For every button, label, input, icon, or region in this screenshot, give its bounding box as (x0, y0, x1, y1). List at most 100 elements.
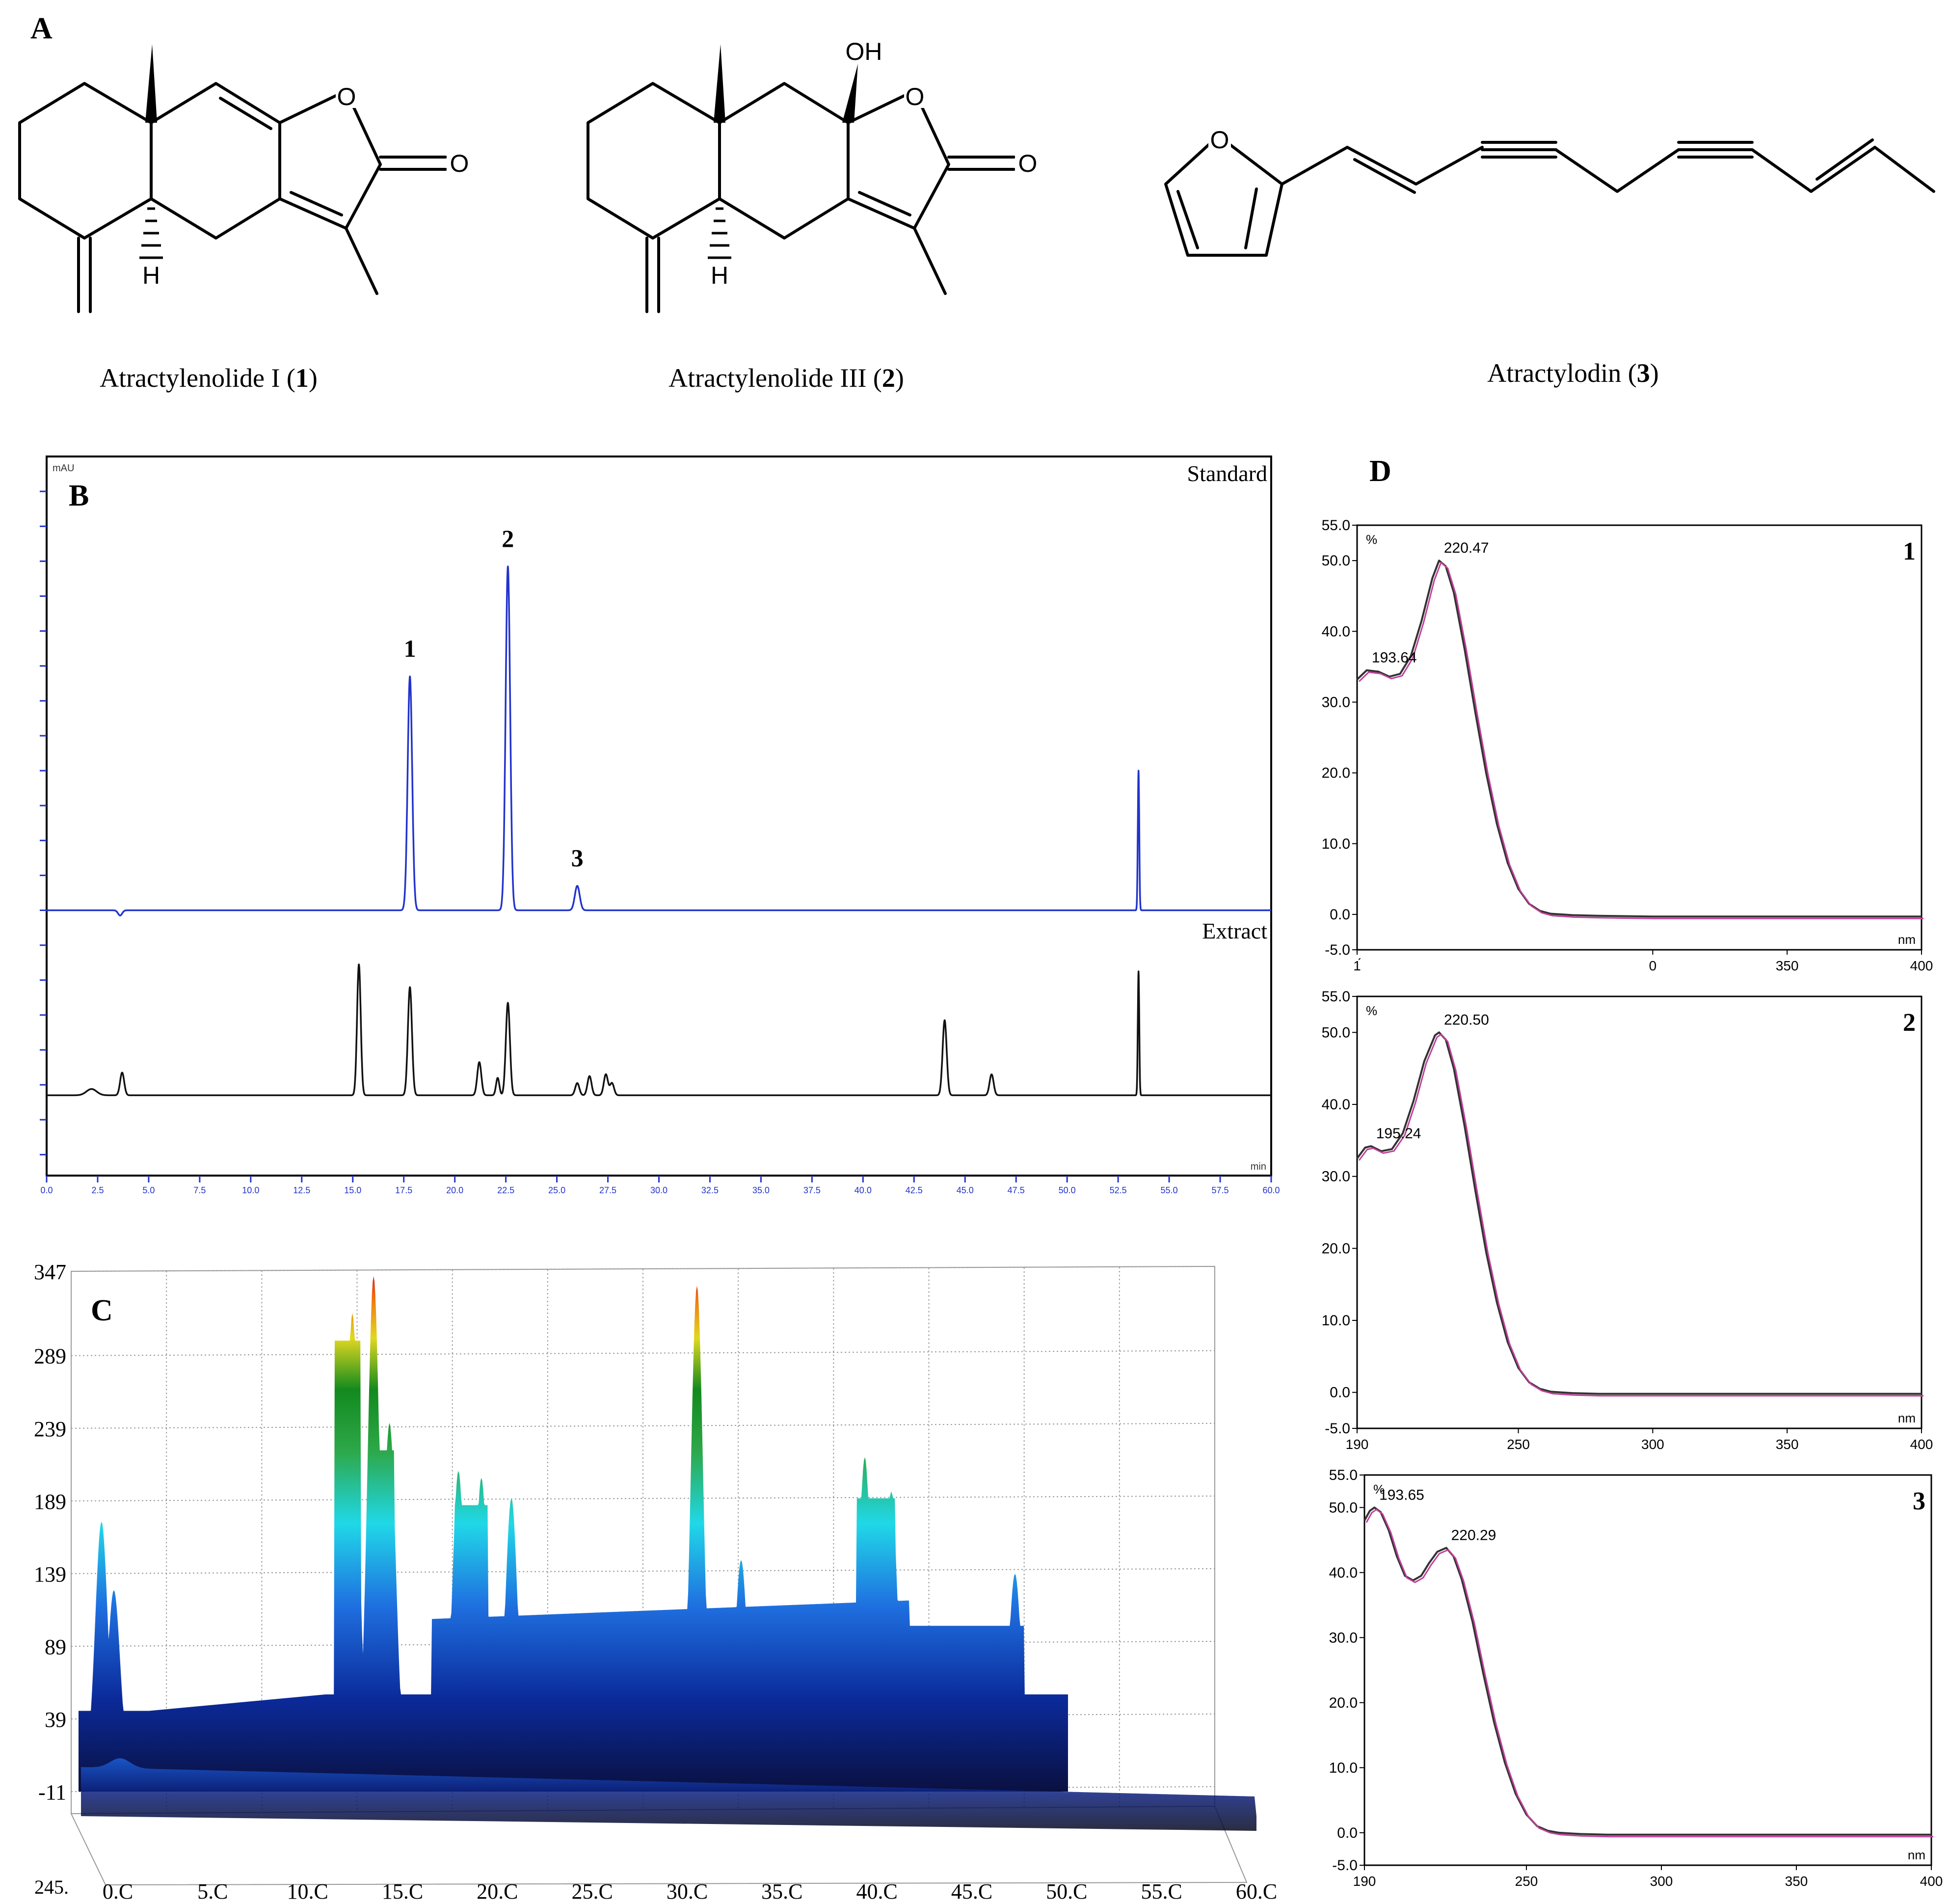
x-tick-label-b: 35.0 (752, 1185, 770, 1195)
spectrum-line-a-d2 (1356, 1031, 1922, 1395)
x-tick-label-b: 20.0 (446, 1185, 463, 1195)
panel-label-d: D (1369, 455, 1391, 488)
spectrum-id-d1: 1 (1903, 537, 1916, 565)
x-tick-label-b: 17.5 (395, 1185, 412, 1195)
x-tick-label-c: 40.C (856, 1879, 897, 1904)
caption-compound-3: Atractylodin (3) (1487, 358, 1658, 388)
x-tick-label-b: 45.0 (957, 1185, 974, 1195)
spectrum-line-a-d1 (1356, 560, 1922, 918)
y-tick-label-d2: 55.0 (1322, 989, 1350, 1005)
y-unit-d1: % (1366, 532, 1377, 547)
y-tick-label-d3: 55.0 (1329, 1467, 1358, 1483)
spectrum-id-d2: 2 (1903, 1009, 1916, 1037)
y-tick-label-c: 139 (34, 1562, 66, 1586)
x-tick-label-c: 20.C (477, 1879, 518, 1904)
atom-o-ring-1: O (337, 83, 356, 110)
x-tick-label-d3: 190 (1353, 1874, 1376, 1889)
x-tick-label-c: 35.C (761, 1879, 802, 1904)
y-tick-label-d3: 10.0 (1329, 1760, 1358, 1776)
x-tick-label-c: 30.C (667, 1879, 708, 1904)
x-tick-label-c: 5.C (197, 1879, 228, 1904)
spectrum-line-a-d3 (1363, 1506, 1931, 1836)
y-tick-label-d3: 50.0 (1329, 1500, 1358, 1516)
x-tick-label-b: 27.5 (599, 1185, 616, 1195)
x-tick-label-b: 7.5 (193, 1185, 206, 1195)
structure-atractylenolide-i (18, 82, 447, 313)
series-line-extract (46, 963, 1272, 1097)
x-tick-label-d3: 400 (1920, 1874, 1943, 1889)
series-label-extract: Extract (1202, 918, 1267, 943)
y-tick-label-d2: 50.0 (1322, 1024, 1350, 1041)
x-tick-label-b: 22.5 (497, 1185, 514, 1195)
x-tick-label-d1: 1́ (1353, 958, 1361, 973)
x-unit-d3: nm (1908, 1848, 1925, 1862)
atom-o-furan-3: O (1210, 126, 1229, 154)
y-tick-label-c: 239 (34, 1417, 66, 1441)
structure-atractylodin (1164, 138, 1935, 257)
plot-frame-b (46, 456, 1272, 1177)
y-tick-label-d1: 10.0 (1322, 836, 1350, 852)
y-tick-label-c: -11 (38, 1780, 66, 1804)
y-tick-label-d2: 0.0 (1330, 1385, 1350, 1401)
x-unit-d1: nm (1898, 932, 1916, 947)
y-tick-label-c: 89 (45, 1635, 66, 1659)
y-tick-label-d3: 20.0 (1329, 1695, 1358, 1711)
y-tick-label-d2: 40.0 (1322, 1097, 1350, 1113)
atom-h-1: H (142, 262, 160, 289)
x-tick-label-b: 47.5 (1008, 1185, 1025, 1195)
peak-annotation-d1: 220.47 (1444, 540, 1489, 556)
panel-label-c: C (91, 1294, 113, 1327)
x-tick-label-d1: 350 (1776, 958, 1799, 973)
x-tick-label-b: 12.5 (293, 1185, 310, 1195)
wedge-bond-methyl-1 (145, 44, 157, 123)
atom-o-ring-2: O (906, 83, 925, 110)
x-tick-label-d3: 250 (1515, 1874, 1538, 1889)
x-tick-label-c: 0.C (103, 1879, 133, 1904)
plot-frame-d3 (1363, 1474, 1932, 1866)
x-tick-label-c: 45.C (951, 1879, 992, 1904)
spectrum-line-b-d2 (1358, 1033, 1923, 1397)
x-tick-label-d2: 400 (1910, 1437, 1933, 1452)
panel-label-a: A (30, 12, 53, 45)
x-tick-label-c: 15.C (382, 1879, 423, 1904)
x-tick-label-c: 50.C (1046, 1879, 1087, 1904)
x-tick-label-d3: 300 (1650, 1874, 1673, 1889)
y-unit-d2: % (1366, 1003, 1377, 1018)
peak-annotation-d3: 193.65 (1379, 1487, 1424, 1503)
chart-d2-uv-spectrum: -5.0 0.0 10.0 20.0 30.0 40.0 50.0 55.0 190 250 300… (1322, 989, 1933, 1452)
x-tick-label-d2: 190 (1346, 1437, 1369, 1452)
structure-atractylenolide-iii (587, 82, 1015, 313)
atom-o-carbonyl-1: O (450, 150, 469, 177)
x-tick-label-b: 25.0 (548, 1185, 565, 1195)
x-tick-label-b: 52.5 (1110, 1185, 1127, 1195)
peak-annotation-d2: 220.50 (1444, 1012, 1489, 1028)
x-tick-label-c: 60.C (1236, 1879, 1277, 1904)
surface-front (81, 1758, 1256, 1831)
x-tick-label-d3: 350 (1785, 1874, 1808, 1889)
plot-frame-d1 (1356, 524, 1922, 951)
y-tick-label-c: 289 (34, 1344, 66, 1368)
x-tick-label-b: 60.0 (1262, 1185, 1280, 1195)
peak-label-3: 3 (571, 844, 584, 872)
y-tick-label-d1: 55.0 (1322, 517, 1350, 534)
y-tick-label-d3: 40.0 (1329, 1565, 1358, 1581)
hash-bond-h-1 (139, 207, 163, 259)
x-tick-label-c: 25.C (571, 1879, 613, 1904)
atom-h-2: H (711, 262, 728, 289)
x-tick-label-d2: 300 (1641, 1437, 1664, 1452)
atom-oh-2: OH (846, 38, 882, 65)
chart-d3-uv-spectrum: -5.0 0.0 10.0 20.0 30.0 40.0 50.0 55.0 190 250 300… (1329, 1467, 1943, 1889)
peak-annotation-d1: 193.64 (1372, 650, 1417, 666)
y-tick-label-c: 39 (45, 1708, 66, 1732)
x-tick-label-b: 2.5 (91, 1185, 104, 1195)
depth-last-label-c: 245. (34, 1876, 69, 1898)
x-tick-label-d1: 0 (1649, 958, 1657, 973)
spectrum-id-d3: 3 (1913, 1487, 1925, 1515)
y-tick-label-d1: 50.0 (1322, 553, 1350, 569)
y-unit-b: mAU (53, 463, 74, 474)
peak-annotation-d2: 195.24 (1376, 1126, 1421, 1142)
x-unit-d2: nm (1898, 1411, 1916, 1425)
x-tick-label-b: 32.5 (701, 1185, 719, 1195)
peak-label-2: 2 (502, 525, 514, 552)
